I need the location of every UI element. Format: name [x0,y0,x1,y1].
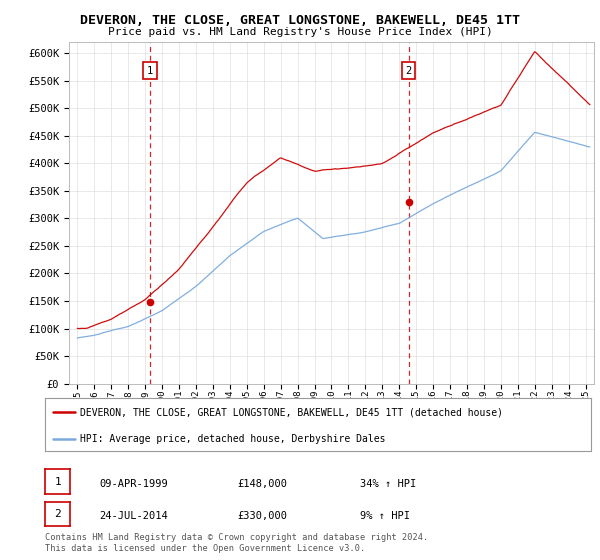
Text: 34% ↑ HPI: 34% ↑ HPI [360,479,416,489]
Text: 1: 1 [146,66,153,76]
Text: Price paid vs. HM Land Registry's House Price Index (HPI): Price paid vs. HM Land Registry's House … [107,27,493,37]
Text: £148,000: £148,000 [237,479,287,489]
Text: DEVERON, THE CLOSE, GREAT LONGSTONE, BAKEWELL, DE45 1TT: DEVERON, THE CLOSE, GREAT LONGSTONE, BAK… [80,14,520,27]
Text: DEVERON, THE CLOSE, GREAT LONGSTONE, BAKEWELL, DE45 1TT (detached house): DEVERON, THE CLOSE, GREAT LONGSTONE, BAK… [80,408,503,418]
Text: Contains HM Land Registry data © Crown copyright and database right 2024.
This d: Contains HM Land Registry data © Crown c… [45,533,428,553]
Text: HPI: Average price, detached house, Derbyshire Dales: HPI: Average price, detached house, Derb… [80,434,386,444]
Text: 1: 1 [54,477,61,487]
Text: 2: 2 [54,509,61,519]
Text: 9% ↑ HPI: 9% ↑ HPI [360,511,410,521]
Text: 2: 2 [406,66,412,76]
Text: 24-JUL-2014: 24-JUL-2014 [99,511,168,521]
Text: £330,000: £330,000 [237,511,287,521]
Text: 09-APR-1999: 09-APR-1999 [99,479,168,489]
